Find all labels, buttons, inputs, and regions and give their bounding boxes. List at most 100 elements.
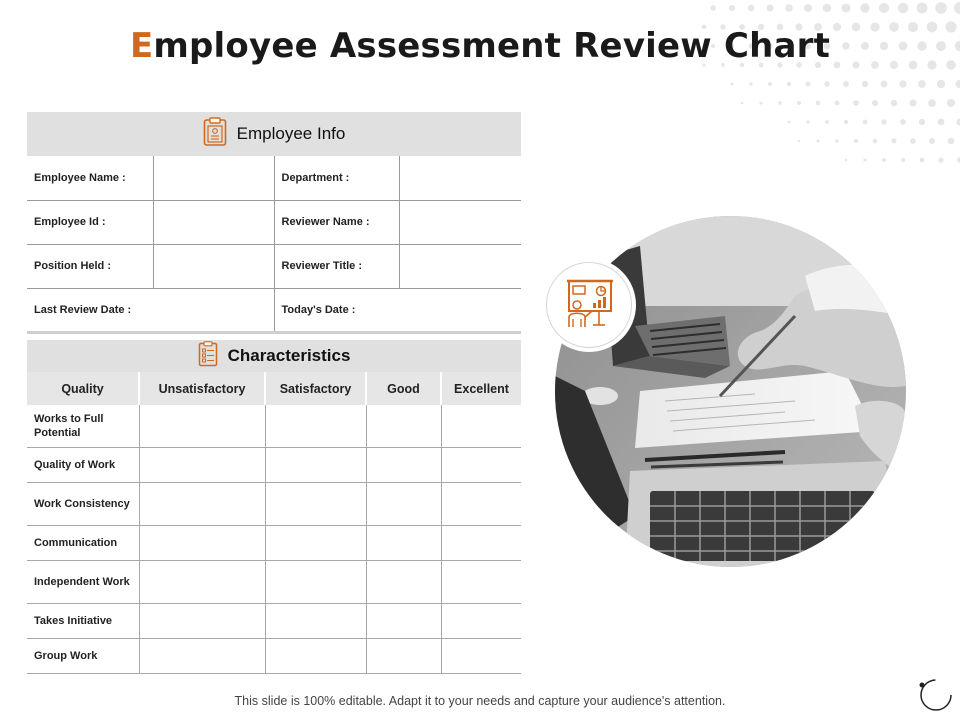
decor-dot xyxy=(747,4,755,12)
field-label: Employee Id : xyxy=(27,200,154,245)
decor-dot xyxy=(900,119,906,125)
department-field[interactable] xyxy=(399,156,521,201)
decor-dot xyxy=(938,157,944,163)
rating-cell[interactable] xyxy=(139,447,266,483)
rating-cell[interactable] xyxy=(366,405,442,448)
employee-info-title: Employee Info xyxy=(236,124,346,143)
decor-dot xyxy=(796,100,802,106)
rating-cell[interactable] xyxy=(139,603,266,639)
decor-dot xyxy=(835,139,839,143)
decor-dot xyxy=(832,22,842,32)
decor-dot xyxy=(872,138,878,144)
employee-name-field[interactable] xyxy=(153,156,275,201)
decor-dot xyxy=(889,60,899,70)
rating-cell[interactable] xyxy=(139,482,266,526)
title-first-letter: E xyxy=(129,26,154,66)
decor-dot xyxy=(910,138,916,144)
table-row: Independent Work xyxy=(27,560,521,604)
decor-dot xyxy=(710,5,716,11)
decor-dot xyxy=(954,2,960,14)
decor-dot xyxy=(880,80,888,88)
table-row: Takes Initiative xyxy=(27,603,521,639)
decor-dot xyxy=(879,41,889,51)
employee-id-field[interactable] xyxy=(153,200,275,245)
rating-cell[interactable] xyxy=(265,447,367,483)
rating-cell[interactable] xyxy=(265,482,367,526)
rating-cell[interactable] xyxy=(441,405,521,448)
title-rest: mployee Assessment Review Chart xyxy=(153,26,831,66)
decor-dot xyxy=(926,21,938,33)
rating-cell[interactable] xyxy=(441,638,521,674)
rating-cell[interactable] xyxy=(265,560,367,604)
rating-cell[interactable] xyxy=(139,525,266,561)
employee-info-table: Employee Name : Department : Employee Id… xyxy=(27,156,521,334)
decor-dot xyxy=(834,100,840,106)
rating-cell[interactable] xyxy=(139,638,266,674)
row-label: Communication xyxy=(27,525,140,561)
decor-dot xyxy=(889,22,899,32)
field-label: Last Review Date : xyxy=(27,288,275,334)
rating-cell[interactable] xyxy=(366,525,442,561)
decor-dot xyxy=(843,119,849,125)
decor-dot xyxy=(778,101,782,105)
field-label: Position Held : xyxy=(27,244,154,289)
decor-dot xyxy=(702,63,706,67)
rating-cell[interactable] xyxy=(265,405,367,448)
column-header-good: Good xyxy=(366,372,442,405)
presentation-badge xyxy=(546,262,632,348)
field-label: Reviewer Name : xyxy=(274,200,400,245)
decor-dot xyxy=(842,42,850,50)
decor-dot xyxy=(757,23,765,31)
rating-cell[interactable] xyxy=(265,525,367,561)
rating-cell[interactable] xyxy=(265,638,367,674)
dot-pattern-decoration xyxy=(701,2,960,163)
reviewer-title-field[interactable] xyxy=(399,244,521,289)
decor-dot xyxy=(891,138,897,144)
decor-dot xyxy=(823,42,831,50)
field-label: Department : xyxy=(274,156,400,201)
rating-cell[interactable] xyxy=(366,638,442,674)
decor-dot xyxy=(871,61,879,69)
decor-dot xyxy=(804,4,812,12)
field-label: Employee Name : xyxy=(27,156,154,201)
decor-dot xyxy=(758,62,764,68)
decor-dot xyxy=(907,21,919,33)
decor-dot xyxy=(918,118,926,126)
decor-dot xyxy=(863,158,867,162)
row-label: Independent Work xyxy=(27,560,140,604)
decor-dot xyxy=(815,100,821,106)
decor-dot xyxy=(730,82,734,86)
decor-dot xyxy=(936,79,946,89)
decor-dot xyxy=(720,24,726,30)
table-row: Work Consistency xyxy=(27,482,521,526)
row-label: Works to Full Potential xyxy=(27,405,140,448)
presentation-board-icon xyxy=(561,275,617,336)
decor-dot xyxy=(870,22,880,32)
table-row: Employee Id : Reviewer Name : xyxy=(27,200,521,245)
rating-cell[interactable] xyxy=(441,560,521,604)
decor-dot xyxy=(946,98,956,108)
rating-cell[interactable] xyxy=(366,447,442,483)
rating-cell[interactable] xyxy=(265,603,367,639)
table-row: Communication xyxy=(27,525,521,561)
reviewer-name-field[interactable] xyxy=(399,200,521,245)
rating-cell[interactable] xyxy=(139,405,266,448)
decor-dot xyxy=(816,139,820,143)
column-header-satisfactory: Satisfactory xyxy=(265,372,367,405)
rating-cell[interactable] xyxy=(441,525,521,561)
decor-dot xyxy=(806,120,810,124)
rating-cell[interactable] xyxy=(441,482,521,526)
decor-dot xyxy=(946,60,956,70)
decor-dot xyxy=(786,43,792,49)
checklist-icon xyxy=(198,340,218,372)
rating-cell[interactable] xyxy=(366,603,442,639)
rating-cell[interactable] xyxy=(441,603,521,639)
rating-cell[interactable] xyxy=(441,447,521,483)
position-held-field[interactable] xyxy=(153,244,275,289)
row-label: Group Work xyxy=(27,638,140,674)
decor-dot xyxy=(908,60,918,70)
decor-dot xyxy=(740,101,744,105)
rating-cell[interactable] xyxy=(139,560,266,604)
rating-cell[interactable] xyxy=(366,560,442,604)
rating-cell[interactable] xyxy=(366,482,442,526)
